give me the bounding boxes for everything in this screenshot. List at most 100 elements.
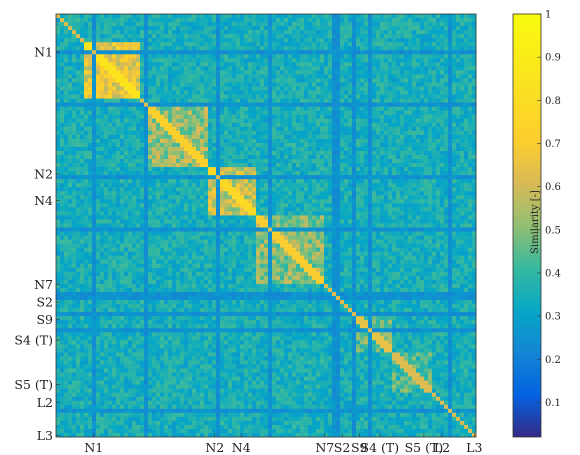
- heatmap-cell: [92, 199, 97, 204]
- heatmap-cell: [104, 175, 109, 180]
- heatmap-cell: [88, 179, 93, 184]
- heatmap-cell: [184, 179, 189, 184]
- heatmap-cell: [152, 150, 157, 156]
- heatmap-cell: [400, 50, 405, 55]
- heatmap-cell: [448, 66, 453, 71]
- heatmap-cell: [68, 94, 73, 99]
- heatmap-cell: [120, 34, 125, 39]
- heatmap-cell: [292, 42, 297, 47]
- heatmap-cell: [236, 42, 241, 47]
- heatmap-cell: [128, 199, 133, 204]
- heatmap-cell: [152, 58, 157, 63]
- heatmap-cell: [212, 155, 217, 160]
- heatmap-cell: [216, 70, 221, 75]
- heatmap-cell: [296, 183, 301, 188]
- heatmap-cell: [96, 66, 101, 71]
- heatmap-cell: [112, 54, 117, 59]
- heatmap-cell: [464, 171, 469, 176]
- heatmap-cell: [408, 74, 413, 79]
- heatmap-cell: [384, 106, 389, 111]
- heatmap-cell: [304, 62, 309, 67]
- heatmap-cell: [272, 34, 277, 39]
- heatmap-cell: [80, 171, 85, 176]
- heatmap-cell: [464, 38, 469, 43]
- heatmap-cell: [376, 82, 381, 87]
- heatmap-cell: [440, 126, 445, 132]
- heatmap-cell: [80, 126, 85, 132]
- heatmap-cell: [212, 14, 217, 19]
- heatmap-cell: [336, 90, 341, 95]
- heatmap-cell: [212, 159, 217, 164]
- heatmap-cell: [320, 58, 325, 63]
- heatmap-cell: [388, 183, 393, 188]
- heatmap-cell: [292, 106, 297, 111]
- heatmap-cell: [388, 90, 393, 95]
- heatmap-cell: [176, 203, 181, 208]
- heatmap-cell: [68, 199, 73, 204]
- heatmap-cell: [348, 66, 353, 71]
- heatmap-cell: [164, 191, 169, 196]
- heatmap-cell: [120, 58, 125, 63]
- heatmap-cell: [284, 74, 289, 79]
- heatmap-cell: [308, 183, 313, 188]
- heatmap-cell: [372, 54, 377, 59]
- heatmap-cell: [368, 163, 373, 168]
- heatmap-cell: [88, 38, 93, 43]
- heatmap-cell: [136, 62, 141, 67]
- heatmap-cell: [160, 86, 165, 91]
- heatmap-cell: [212, 90, 217, 95]
- heatmap-cell: [180, 134, 185, 140]
- heatmap-cell: [400, 66, 405, 71]
- heatmap-cell: [164, 106, 169, 111]
- heatmap-cell: [144, 46, 149, 51]
- heatmap-cell: [240, 22, 245, 27]
- heatmap-cell: [364, 126, 369, 132]
- heatmap-cell: [236, 58, 241, 63]
- heatmap-cell: [112, 62, 117, 67]
- heatmap-cell: [424, 78, 429, 83]
- heatmap-cell: [64, 159, 69, 164]
- heatmap-cell: [392, 58, 397, 63]
- heatmap-cell: [408, 38, 413, 43]
- heatmap-cell: [364, 195, 369, 200]
- heatmap-cell: [300, 110, 305, 116]
- heatmap-cell: [280, 86, 285, 91]
- heatmap-cell: [228, 18, 233, 23]
- heatmap-cell: [56, 159, 61, 164]
- heatmap-cell: [128, 46, 133, 51]
- heatmap-cell: [432, 142, 437, 148]
- heatmap-cell: [192, 30, 197, 35]
- heatmap-cell: [92, 62, 97, 67]
- heatmap-cell: [440, 34, 445, 39]
- heatmap-cell: [84, 30, 89, 35]
- heatmap-cell: [108, 14, 113, 19]
- heatmap-cell: [388, 114, 393, 120]
- heatmap-cell: [384, 90, 389, 95]
- heatmap-cell: [392, 78, 397, 83]
- heatmap-cell: [232, 66, 237, 71]
- heatmap-cell: [464, 175, 469, 180]
- heatmap-cell: [436, 163, 441, 168]
- heatmap-cell: [240, 175, 245, 180]
- heatmap-cell: [412, 199, 417, 204]
- heatmap-cell: [80, 42, 85, 47]
- heatmap-cell: [348, 183, 353, 188]
- heatmap-cell: [172, 50, 177, 55]
- heatmap-cell: [156, 42, 161, 47]
- heatmap-cell: [176, 106, 181, 111]
- heatmap-cell: [196, 102, 201, 107]
- heatmap-cell: [332, 195, 337, 200]
- heatmap-cell: [344, 150, 349, 156]
- heatmap-cell: [328, 155, 333, 160]
- heatmap-cell: [80, 86, 85, 91]
- heatmap-cell: [348, 191, 353, 196]
- heatmap-cell: [208, 171, 213, 176]
- heatmap-cell: [244, 175, 249, 180]
- heatmap-cell: [356, 171, 361, 176]
- heatmap-cell: [60, 138, 65, 144]
- heatmap-cell: [232, 74, 237, 79]
- heatmap-cell: [404, 94, 409, 99]
- heatmap-cell: [340, 110, 345, 116]
- heatmap-cell: [384, 163, 389, 168]
- heatmap-cell: [208, 62, 213, 67]
